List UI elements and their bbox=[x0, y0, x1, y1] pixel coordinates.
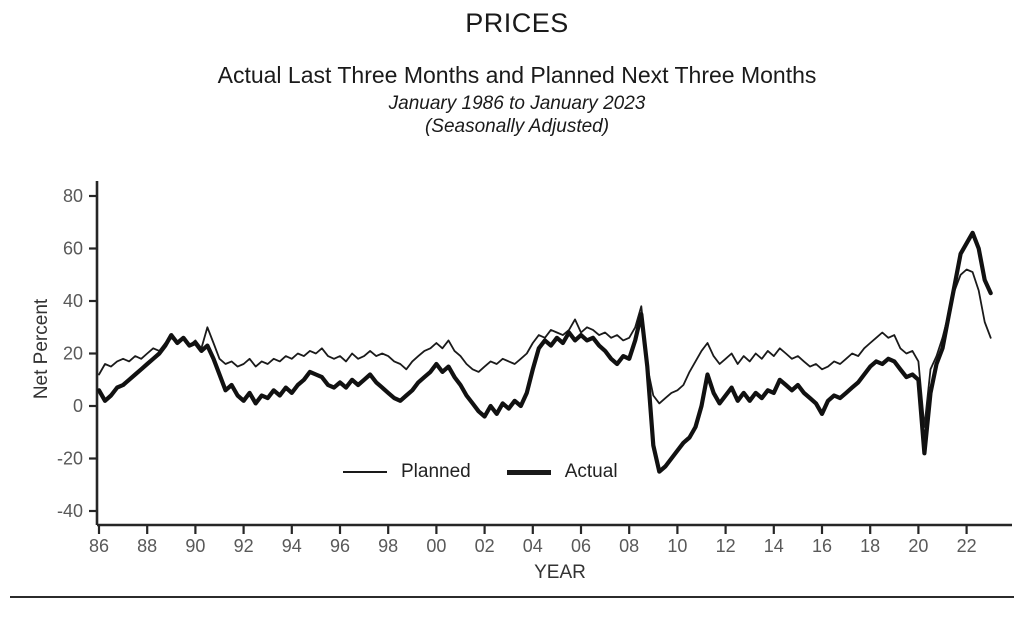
svg-text:96: 96 bbox=[330, 536, 350, 556]
planned-line-sample-icon bbox=[343, 471, 387, 473]
svg-text:40: 40 bbox=[63, 291, 83, 311]
legend-label-actual: Actual bbox=[564, 461, 618, 482]
page-title: PRICES bbox=[465, 8, 569, 38]
chart-date-range: January 1986 to January 2023 bbox=[388, 93, 646, 114]
svg-text:16: 16 bbox=[812, 536, 832, 556]
legend: Planned Actual bbox=[343, 461, 618, 483]
svg-text:-20: -20 bbox=[57, 449, 83, 469]
svg-text:94: 94 bbox=[282, 536, 302, 556]
svg-text:04: 04 bbox=[523, 536, 543, 556]
svg-text:02: 02 bbox=[475, 536, 495, 556]
chart-adjustment-note: (Seasonally Adjusted) bbox=[424, 116, 610, 137]
actual-line-sample-icon bbox=[506, 469, 551, 475]
svg-text:10: 10 bbox=[667, 536, 687, 556]
svg-text:86: 86 bbox=[89, 536, 109, 556]
svg-text:14: 14 bbox=[764, 536, 784, 556]
svg-text:88: 88 bbox=[137, 536, 157, 556]
svg-text:-40: -40 bbox=[57, 501, 83, 521]
svg-text:92: 92 bbox=[234, 536, 254, 556]
svg-text:60: 60 bbox=[63, 239, 83, 259]
svg-text:00: 00 bbox=[426, 536, 446, 556]
svg-text:80: 80 bbox=[63, 186, 83, 206]
legend-label-planned: Planned bbox=[401, 461, 471, 482]
bottom-divider bbox=[10, 596, 1014, 598]
svg-text:22: 22 bbox=[957, 536, 977, 556]
svg-text:12: 12 bbox=[716, 536, 736, 556]
svg-text:98: 98 bbox=[378, 536, 398, 556]
chart-subtitle: Actual Last Three Months and Planned Nex… bbox=[217, 62, 817, 88]
svg-text:0: 0 bbox=[73, 396, 83, 416]
planned-series-line bbox=[98, 268, 992, 428]
x-axis-title: YEAR bbox=[534, 562, 586, 583]
svg-text:20: 20 bbox=[908, 536, 928, 556]
actual-series-line bbox=[96, 230, 993, 474]
svg-text:08: 08 bbox=[619, 536, 639, 556]
x-axis-ticks: 86 88 90 92 94 96 98 00 02 04 06 08 10 12 14 16 18 20 22 bbox=[89, 525, 977, 556]
svg-text:90: 90 bbox=[185, 536, 205, 556]
svg-text:18: 18 bbox=[860, 536, 880, 556]
svg-text:20: 20 bbox=[63, 344, 83, 364]
y-axis-ticks: 80 60 40 20 0 -20 -40 bbox=[57, 186, 97, 521]
svg-text:06: 06 bbox=[571, 536, 591, 556]
